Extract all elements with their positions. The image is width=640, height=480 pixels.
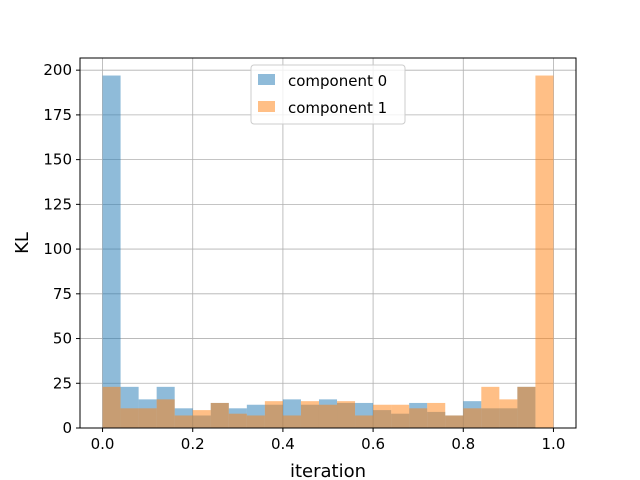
bar-component-1 bbox=[156, 399, 175, 428]
y-tick-label: 150 bbox=[43, 151, 72, 169]
bar-component-1 bbox=[337, 401, 356, 428]
bar-component-1 bbox=[246, 415, 265, 428]
x-tick-label: 0.0 bbox=[91, 435, 115, 453]
legend: component 0 component 1 bbox=[250, 64, 406, 125]
x-tick-label: 0.2 bbox=[181, 435, 205, 453]
bar-component-1 bbox=[535, 75, 554, 429]
y-tick-label: 175 bbox=[43, 106, 72, 124]
bar-component-1 bbox=[517, 386, 536, 428]
bar-component-1 bbox=[481, 386, 500, 428]
legend-label-component-1: component 1 bbox=[288, 99, 387, 117]
bar-component-1 bbox=[318, 404, 338, 428]
bar-component-1 bbox=[300, 401, 319, 428]
bar-component-1 bbox=[228, 413, 247, 428]
y-tick-label: 0 bbox=[62, 419, 72, 437]
legend-swatch-component-0 bbox=[258, 74, 275, 85]
legend-label-component-0: component 0 bbox=[288, 72, 387, 90]
x-tick-label: 1.0 bbox=[542, 435, 566, 453]
plot-frame bbox=[79, 57, 577, 429]
y-axis-label: KL bbox=[12, 232, 33, 254]
bar-component-1 bbox=[427, 402, 446, 428]
bar-component-1 bbox=[391, 404, 410, 428]
bar-component-1 bbox=[174, 415, 193, 428]
y-tick-label: 100 bbox=[43, 240, 72, 258]
bar-component-1 bbox=[120, 408, 139, 428]
x-axis-label: iteration bbox=[290, 461, 366, 480]
bar-component-1 bbox=[264, 401, 283, 428]
y-tick-label: 200 bbox=[43, 61, 72, 79]
x-tick-label: 0.8 bbox=[451, 435, 475, 453]
bar-component-1 bbox=[499, 399, 518, 428]
x-tick-label: 0.6 bbox=[361, 435, 385, 453]
bar-component-0 bbox=[102, 75, 121, 429]
y-axis-ticks: 0 25 50 75 100 125 150 175 200 bbox=[43, 61, 80, 437]
bar-component-1 bbox=[102, 386, 121, 428]
y-tick-label: 50 bbox=[53, 330, 72, 348]
bar-component-1 bbox=[373, 404, 392, 428]
bar-component-1 bbox=[282, 415, 301, 428]
histogram-bars bbox=[102, 75, 554, 429]
y-tick-label: 125 bbox=[43, 195, 72, 213]
legend-box bbox=[250, 64, 406, 125]
bar-component-1 bbox=[409, 408, 428, 428]
bar-component-1 bbox=[192, 410, 211, 428]
bar-component-1 bbox=[355, 415, 374, 428]
x-tick-label: 0.4 bbox=[271, 435, 295, 453]
bar-component-1 bbox=[138, 408, 157, 428]
x-axis-ticks: 0.0 0.2 0.4 0.6 0.8 1.0 bbox=[91, 428, 566, 453]
y-tick-label: 25 bbox=[53, 374, 72, 392]
y-tick-label: 75 bbox=[53, 285, 72, 303]
legend-swatch-component-1 bbox=[258, 101, 275, 112]
bar-component-1 bbox=[445, 415, 464, 428]
bar-component-1 bbox=[463, 408, 482, 428]
bar-component-1 bbox=[210, 402, 229, 428]
